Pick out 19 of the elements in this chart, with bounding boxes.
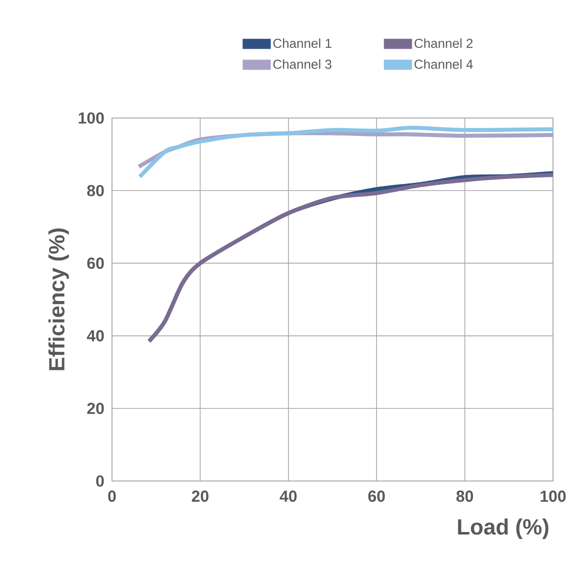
x-tick-label: 40 bbox=[280, 490, 297, 502]
x-tick-label: 0 bbox=[108, 490, 116, 502]
x-tick-label: 80 bbox=[456, 490, 474, 502]
y-tick-label: 100 bbox=[78, 112, 104, 124]
y-tick-label: 20 bbox=[87, 402, 104, 414]
x-tick-label: 100 bbox=[540, 490, 566, 502]
legend-label: Channel 4 bbox=[414, 59, 473, 69]
y-tick-label: 80 bbox=[87, 184, 104, 196]
y-axis-title: Efficiency (%) bbox=[48, 228, 69, 370]
legend-label: Channel 1 bbox=[273, 38, 332, 48]
x-tick-label: 20 bbox=[192, 490, 208, 502]
legend-label: Channel 2 bbox=[414, 38, 473, 48]
x-tick-label: 60 bbox=[368, 490, 385, 502]
legend-label: Channel 3 bbox=[273, 59, 332, 69]
y-tick-label: 40 bbox=[86, 330, 104, 342]
x-axis-title: Load (%) bbox=[458, 518, 548, 540]
line-series bbox=[138, 126, 553, 179]
y-tick-label: 60 bbox=[87, 258, 104, 269]
y-tick-label: 0 bbox=[96, 475, 104, 487]
